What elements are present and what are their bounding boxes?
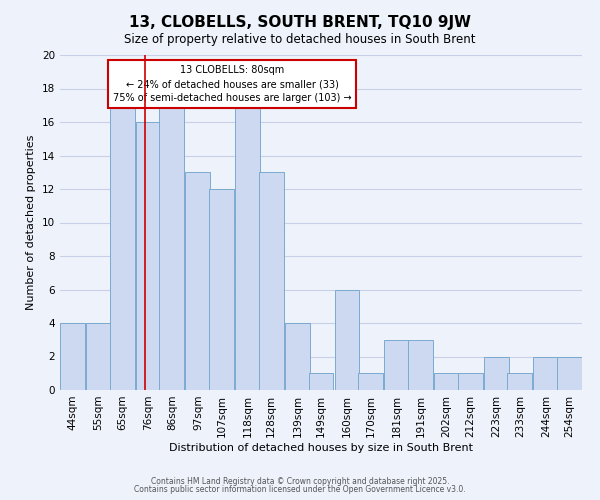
Text: Size of property relative to detached houses in South Brent: Size of property relative to detached ho…: [124, 32, 476, 46]
Bar: [185, 172, 211, 390]
Bar: [136, 122, 161, 390]
Bar: [160, 106, 184, 390]
Bar: [209, 189, 234, 390]
Bar: [458, 373, 482, 390]
Y-axis label: Number of detached properties: Number of detached properties: [26, 135, 37, 310]
Bar: [358, 373, 383, 390]
Bar: [484, 356, 509, 390]
Bar: [434, 373, 459, 390]
Bar: [508, 373, 532, 390]
Bar: [557, 356, 582, 390]
Bar: [308, 373, 334, 390]
Bar: [385, 340, 409, 390]
Text: 13, CLOBELLS, SOUTH BRENT, TQ10 9JW: 13, CLOBELLS, SOUTH BRENT, TQ10 9JW: [129, 15, 471, 30]
Text: Contains public sector information licensed under the Open Government Licence v3: Contains public sector information licen…: [134, 486, 466, 494]
Bar: [235, 106, 260, 390]
Bar: [533, 356, 559, 390]
Bar: [408, 340, 433, 390]
Bar: [60, 323, 85, 390]
Text: Contains HM Land Registry data © Crown copyright and database right 2025.: Contains HM Land Registry data © Crown c…: [151, 477, 449, 486]
X-axis label: Distribution of detached houses by size in South Brent: Distribution of detached houses by size …: [169, 442, 473, 452]
Bar: [110, 106, 134, 390]
Bar: [285, 323, 310, 390]
Text: 13 CLOBELLS: 80sqm
← 24% of detached houses are smaller (33)
75% of semi-detache: 13 CLOBELLS: 80sqm ← 24% of detached hou…: [113, 65, 352, 103]
Bar: [259, 172, 284, 390]
Bar: [86, 323, 111, 390]
Bar: [335, 290, 359, 390]
